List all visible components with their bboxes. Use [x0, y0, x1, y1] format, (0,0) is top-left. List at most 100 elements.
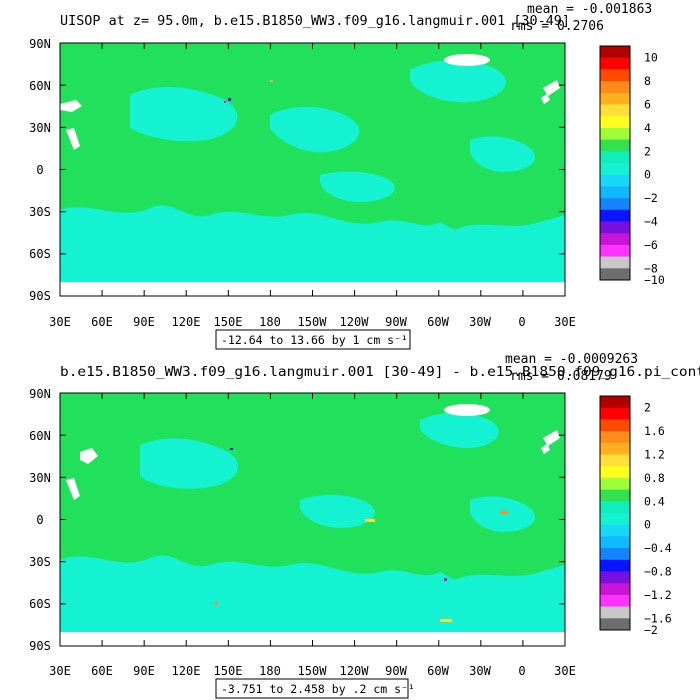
x-tick-label: 150W — [298, 664, 328, 678]
colorbar-swatch — [600, 618, 630, 631]
colorbar-swatch — [600, 513, 630, 525]
colorbar-swatch — [600, 198, 630, 211]
panel-1-rms: rms = 0.2706 — [510, 19, 604, 34]
panel-2-ocean-alt — [60, 555, 565, 632]
colorbar-swatch — [600, 454, 630, 467]
colorbar-swatch — [600, 244, 630, 257]
panel-1-feature — [270, 80, 273, 82]
x-tick-label: 30W — [469, 664, 491, 678]
panel-2-land-east — [543, 430, 560, 446]
colorbar-swatch — [600, 407, 630, 420]
colorbar-swatch — [600, 559, 630, 572]
panel-1-ocean-alt — [60, 205, 565, 282]
panel-2-contour-info: -3.751 to 2.458 by .2 cm s⁻¹ — [221, 682, 415, 696]
colorbar-swatch — [600, 151, 630, 164]
colorbar-swatch — [600, 548, 630, 561]
panel-1-ticks — [59, 42, 566, 297]
panel-2-feature — [365, 519, 375, 522]
panel-2-land-greenland — [444, 404, 490, 416]
x-tick-label: 180 — [259, 315, 281, 329]
colorbar-swatch — [600, 233, 630, 246]
colorbar-swatch — [600, 92, 630, 105]
colorbar-swatch — [600, 46, 630, 58]
y-tick-label: 90S — [29, 639, 51, 653]
colorbar-swatch — [600, 186, 630, 199]
colorbar-label: 10 — [644, 51, 658, 65]
colorbar-frame — [599, 395, 631, 631]
panel-2-feature — [230, 448, 233, 450]
panel-1-yaxis: 90N 60N 30N 0 30S 60S 90S — [29, 37, 51, 303]
panel-2-ticks — [59, 392, 566, 647]
x-tick-label: 150E — [214, 315, 243, 329]
panel-1-land-east-2 — [541, 94, 550, 104]
x-tick-label: 90W — [385, 664, 407, 678]
colorbar-label: −1.2 — [644, 588, 672, 602]
y-tick-label: 60N — [29, 79, 51, 93]
panel-1-contour-info: -12.64 to 13.66 by 1 cm s⁻¹ — [221, 333, 408, 347]
panel-1-land-west — [60, 100, 82, 112]
colorbar-swatch — [600, 69, 630, 82]
y-tick-label: 60N — [29, 429, 51, 443]
x-tick-label: 90W — [385, 315, 407, 329]
colorbar-swatch — [600, 139, 630, 152]
colorbar-swatch — [600, 466, 630, 479]
panel-2-land-east-2 — [541, 444, 550, 454]
colorbar-label: 0 — [644, 168, 651, 182]
panel-2-land-west — [80, 448, 98, 464]
panel-2-rms: rms = 0.08179 — [510, 369, 612, 384]
colorbar-label: 2 — [644, 144, 651, 158]
panel-2-map — [59, 392, 566, 647]
panel-2-title: b.e15.B1850_WW3.f09_g16.langmuir.001 [30… — [60, 364, 700, 380]
colorbar-swatch — [600, 536, 630, 549]
panel-2-mean: mean = -0.0009263 — [505, 352, 638, 367]
panel-2-yaxis: 90N 60N 30N 0 30S 60S 90S — [29, 387, 51, 653]
colorbar-swatch — [600, 268, 630, 281]
colorbar-label: 6 — [644, 98, 651, 112]
colorbar-label: −6 — [644, 238, 658, 252]
colorbar-label: −2 — [644, 623, 658, 637]
x-tick-label: 180 — [259, 664, 281, 678]
colorbar-swatch — [600, 571, 630, 584]
x-tick-label: 90E — [133, 664, 155, 678]
colorbar-swatch — [600, 256, 630, 269]
panel-2-feature — [215, 602, 218, 605]
x-tick-label: 30E — [49, 664, 71, 678]
panel-2-ocean-alt-5 — [470, 496, 535, 532]
colorbar-label: −10 — [644, 273, 665, 287]
colorbar-swatch — [600, 442, 630, 455]
x-tick-label: 120W — [340, 315, 370, 329]
panel-1-land-west-2 — [66, 128, 80, 150]
colorbar-label: 8 — [644, 74, 651, 88]
y-tick-label: 90N — [29, 387, 51, 401]
colorbar-swatch — [600, 477, 630, 490]
x-tick-label: 30W — [469, 315, 491, 329]
x-tick-label: 60W — [427, 664, 449, 678]
x-tick-label: 0 — [518, 315, 525, 329]
colorbar-swatch — [600, 127, 630, 140]
x-tick-label: 30E — [49, 315, 71, 329]
x-tick-label: 60E — [91, 315, 113, 329]
panel-2: b.e15.B1850_WW3.f09_g16.langmuir.001 [30… — [29, 352, 700, 699]
panel-1-feature — [228, 98, 231, 101]
colorbar-label: 4 — [644, 121, 651, 135]
x-tick-label: 0 — [518, 664, 525, 678]
colorbar-swatch — [600, 221, 630, 234]
colorbar-label: 1.6 — [644, 424, 665, 438]
colorbar-label: −0.4 — [644, 541, 672, 555]
colorbar-swatch — [600, 606, 630, 619]
y-tick-label: 30N — [29, 121, 51, 135]
x-tick-label: 30E — [554, 315, 576, 329]
panel-1-map — [59, 42, 566, 297]
panel-2-feature — [444, 578, 447, 581]
panel-2-xaxis: 30E 60E 90E 120E 150E 180 150W 120W 90W … — [49, 664, 576, 678]
colorbar-swatch — [600, 583, 630, 596]
x-tick-label: 60E — [91, 664, 113, 678]
colorbar-label: 0.8 — [644, 471, 665, 485]
colorbar-label: −4 — [644, 215, 658, 229]
x-tick-label: 150W — [298, 315, 328, 329]
panel-2-colorbar: 2 1.6 1.2 0.8 0.4 0 −0.4 −0.8 −1.2 −1.6−2 — [599, 395, 672, 637]
y-tick-label: 90S — [29, 289, 51, 303]
colorbar-swatch — [600, 104, 630, 117]
panel-2-ocean-alt-4 — [420, 412, 499, 448]
colorbar-swatch — [600, 431, 630, 444]
